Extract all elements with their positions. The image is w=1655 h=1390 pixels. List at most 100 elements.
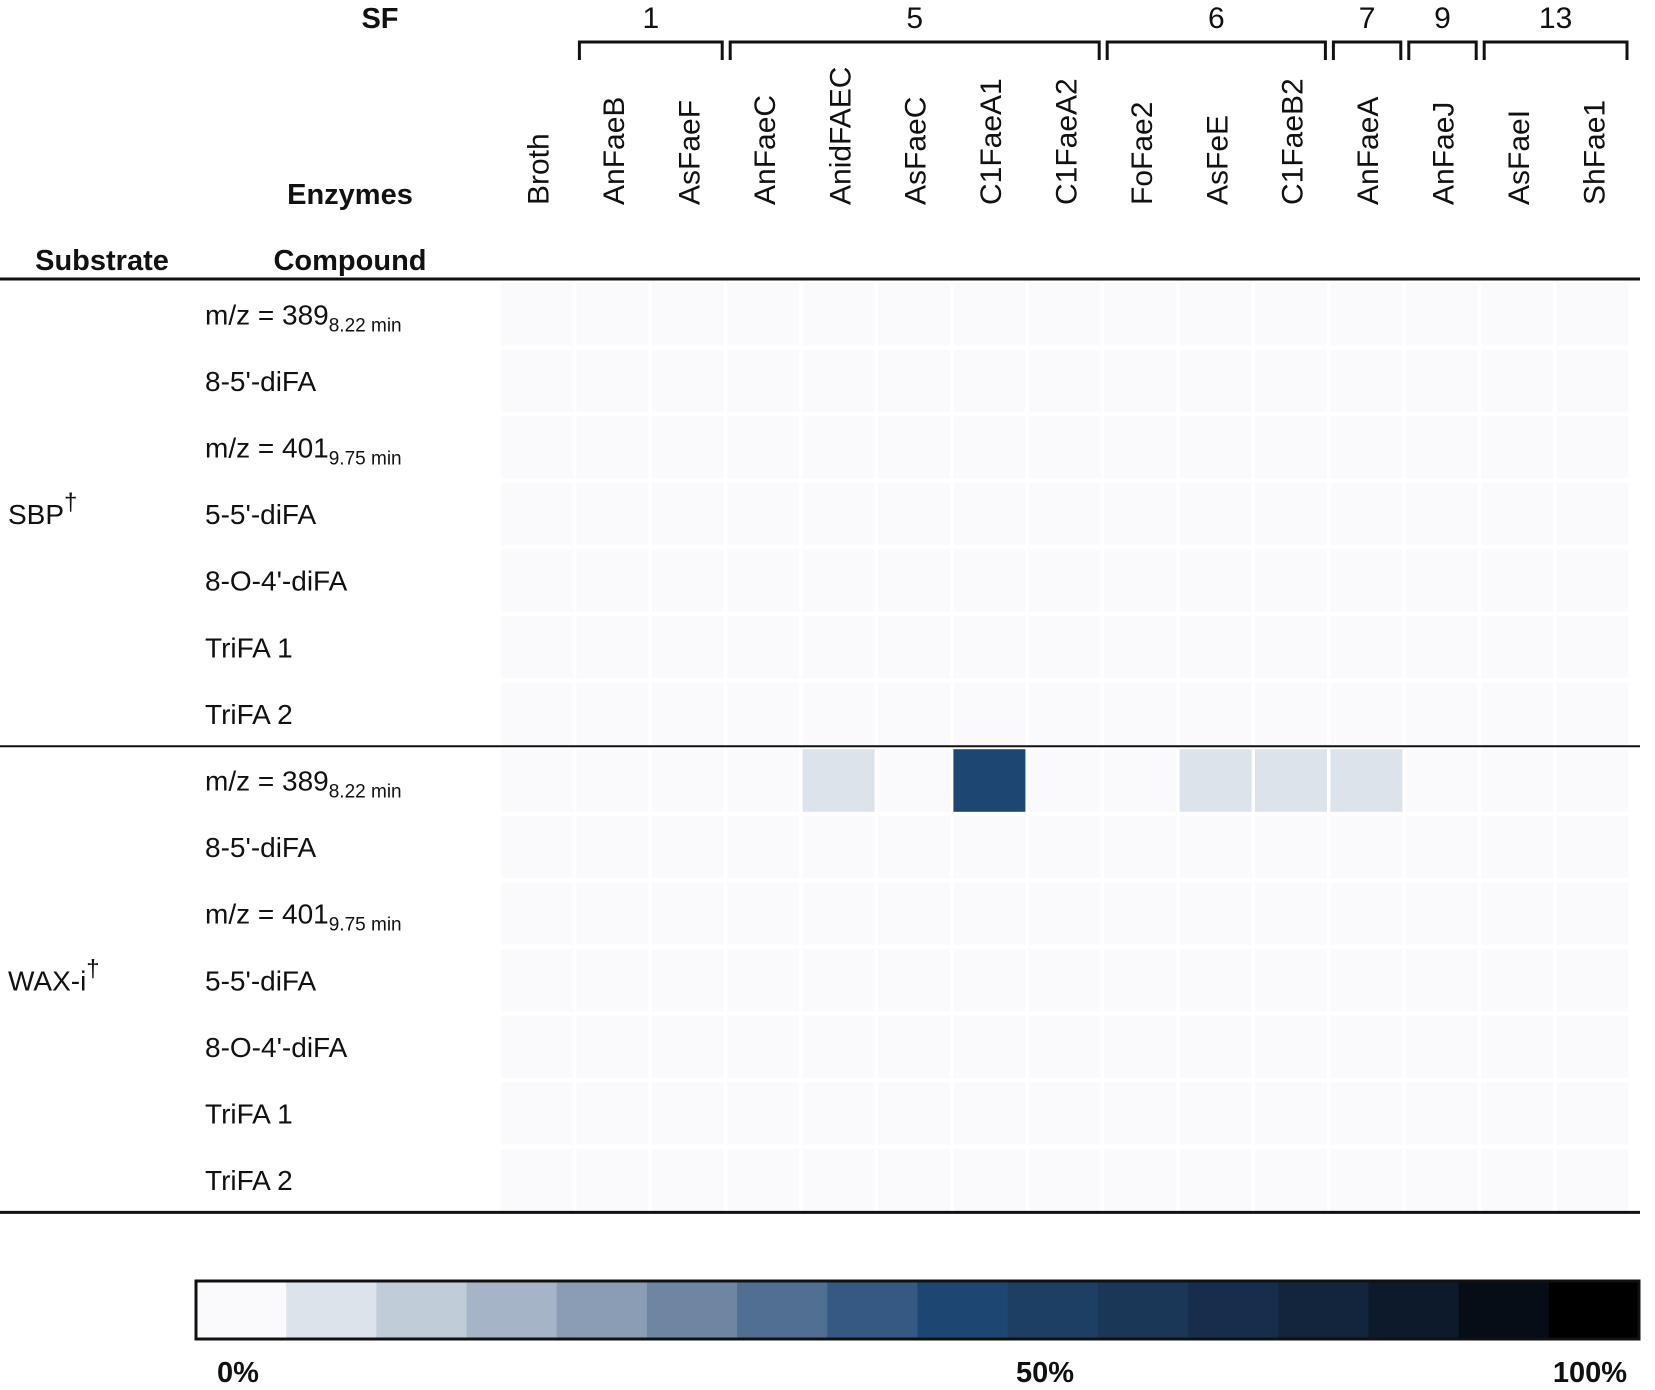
compound-row-label: m/z = 4019.75 min [205, 899, 402, 936]
heatmap-cell [1556, 682, 1629, 746]
heatmap-cell [727, 1148, 800, 1212]
enzyme-column-label: AnFaeA [1352, 97, 1385, 205]
heatmap-cell [802, 1015, 875, 1079]
colorbar-segment [1007, 1281, 1099, 1339]
heatmap-cell [1104, 549, 1177, 612]
heatmap-cell [501, 549, 573, 612]
heatmap-cell [576, 283, 649, 346]
heatmap-cell [1405, 949, 1478, 1012]
heatmap-cell [1179, 749, 1252, 812]
heatmap-cell [1481, 349, 1554, 413]
heatmap-cell [1481, 416, 1554, 479]
enzyme-column-label: AsFaeC [900, 97, 933, 205]
colorbar-segment [466, 1281, 558, 1339]
heatmap-cell [576, 949, 649, 1012]
heatmap-cell [651, 416, 724, 479]
heatmap-cell [1481, 549, 1554, 612]
heatmap-cell [1481, 1015, 1554, 1079]
compound-row-label: 5-5'-diFA [205, 965, 316, 996]
heatmap-cell [651, 349, 724, 413]
heatmap-cell [878, 1148, 950, 1212]
heatmap-cell [1028, 815, 1101, 879]
compound-retention-time: 8.22 min [329, 315, 402, 336]
substrate-label: SBP† [8, 489, 77, 530]
heatmap-cell [1028, 882, 1101, 945]
heatmap-cell [1481, 616, 1554, 679]
heatmap-cell [727, 882, 800, 945]
heatmap-cell [953, 682, 1026, 746]
heatmap-cell [802, 815, 875, 879]
heatmap-cell [1405, 749, 1478, 812]
compound-row-label: m/z = 4019.75 min [205, 433, 402, 470]
heatmap-cell [1481, 1148, 1554, 1212]
heatmap-cell [651, 815, 724, 879]
heatmap-cell [1556, 349, 1629, 413]
compound-row-label: m/z = 3898.22 min [205, 299, 402, 336]
heatmap-cell [1330, 482, 1403, 546]
heatmap-cell [1405, 882, 1478, 945]
heatmap-cell [1330, 349, 1403, 413]
colorbar-tick-label: 100% [1553, 1357, 1627, 1389]
heatmap-cell [802, 549, 875, 612]
heatmap-cell [802, 482, 875, 546]
heatmap-cell [1405, 1015, 1478, 1079]
compound-row-label: TriFA 2 [205, 699, 293, 730]
heatmap-cell [1330, 1015, 1403, 1079]
heatmap-cell [1179, 682, 1252, 746]
heatmap-cell [1556, 1015, 1629, 1079]
heatmap-cell [953, 482, 1026, 546]
enzyme-column-label: C1FaeB2 [1277, 78, 1310, 205]
heatmap-cell [1405, 482, 1478, 546]
heatmap-cell [1556, 882, 1629, 945]
heatmap-cell [1179, 482, 1252, 546]
heatmap-cell [576, 1015, 649, 1079]
heatmap-cell [1255, 882, 1327, 945]
heatmap-cell [1255, 616, 1327, 679]
sf-group-bracket [577, 40, 724, 60]
heatmap-cell [1255, 682, 1327, 746]
heatmap-cell [1405, 616, 1478, 679]
heatmap-cell [802, 283, 875, 346]
heatmap-cell [651, 1148, 724, 1212]
heatmap-cell [501, 749, 573, 812]
heatmap-cell [1556, 549, 1629, 612]
heatmap-cell [1179, 616, 1252, 679]
heatmap-cell [1104, 616, 1177, 679]
heatmap-cell [727, 416, 800, 479]
colorbar-segment [286, 1281, 377, 1339]
heatmap-cell [576, 815, 649, 879]
heatmap-cell [1556, 283, 1629, 346]
heatmap-cell [1481, 482, 1554, 546]
heatmap-cell [878, 682, 950, 746]
heatmap-cell [953, 815, 1026, 879]
heatmap-cell [727, 682, 800, 746]
heatmap-cell [1179, 349, 1252, 413]
heatmap-cell [1405, 682, 1478, 746]
heatmap-cell [878, 815, 950, 879]
heatmap-cell [1104, 283, 1177, 346]
heatmap-cell [1255, 349, 1327, 413]
heatmap-cell [727, 616, 800, 679]
heatmap-cell [576, 349, 649, 413]
heatmap-cell [1028, 616, 1101, 679]
heatmap-cell [878, 549, 950, 612]
substrate-label: WAX-i† [8, 955, 100, 996]
heatmap-cell [953, 283, 1026, 346]
heatmap-cell [651, 616, 724, 679]
heatmap-cell [501, 1015, 573, 1079]
heatmap-cell [1330, 1148, 1403, 1212]
enzyme-column-label: AnFaeJ [1428, 102, 1461, 205]
colorbar-segment [827, 1281, 918, 1339]
heatmap-cell [501, 616, 573, 679]
heatmap-cell [1405, 815, 1478, 879]
heatmap-cell [576, 1148, 649, 1212]
heatmap-cell [802, 682, 875, 746]
enzymes-header: Enzymes [287, 179, 413, 211]
heatmap-cell [802, 1148, 875, 1212]
heatmap-cell [1556, 1148, 1629, 1212]
heatmap-cell [878, 882, 950, 945]
heatmap-cell [1104, 482, 1177, 546]
heatmap-cell [1028, 549, 1101, 612]
heatmap-cell [1104, 882, 1177, 945]
